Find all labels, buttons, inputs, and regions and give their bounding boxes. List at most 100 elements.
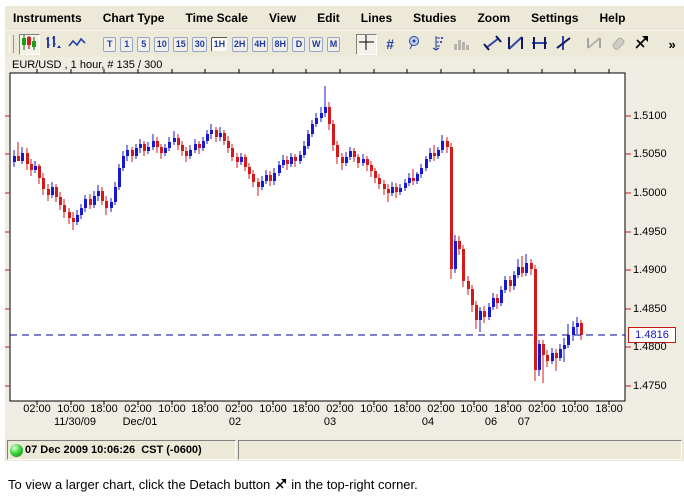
toolbar-overflow-button[interactable]: » xyxy=(661,34,683,55)
y-axis-price-label: 1.5100 xyxy=(633,110,667,122)
status-empty-cell xyxy=(238,440,682,460)
menu-bar: Instruments Chart Type Time Scale View E… xyxy=(5,6,684,30)
interval-tick-button[interactable]: T xyxy=(103,36,117,52)
grid-button[interactable]: # xyxy=(379,34,401,55)
detach-button[interactable] xyxy=(630,34,652,55)
crosshair-icon xyxy=(358,34,375,54)
x-axis-time-label: 10:00 xyxy=(561,403,589,415)
y-axis-price-label: 1.5050 xyxy=(633,148,667,160)
x-axis-date-label: 03 xyxy=(323,416,337,428)
x-axis-time-label: 18:00 xyxy=(292,403,320,415)
interval-day-button[interactable]: D xyxy=(292,36,306,52)
y-axis-price-label: 1.4800 xyxy=(633,341,667,353)
menu-edit[interactable]: Edit xyxy=(317,11,340,25)
x-axis-time-label: 02:00 xyxy=(124,403,152,415)
bar-chart-icon xyxy=(45,35,62,53)
eraser-button[interactable] xyxy=(607,34,629,55)
x-axis-time-label: 10:00 xyxy=(460,403,488,415)
crosshair-button[interactable] xyxy=(355,33,378,55)
price-scale-icon xyxy=(430,35,445,54)
x-axis-time-label: 10:00 xyxy=(259,403,287,415)
x-axis-date-label: 07 xyxy=(517,416,531,428)
x-axis-time-label: 10:00 xyxy=(57,403,85,415)
x-axis-time-label: 02:00 xyxy=(225,403,253,415)
menu-view[interactable]: View xyxy=(268,11,297,25)
vertical-line-icon xyxy=(554,35,573,54)
connection-status-led-icon xyxy=(10,443,23,457)
toolbar-grip[interactable] xyxy=(9,35,14,53)
x-axis-time-label: 18:00 xyxy=(494,403,522,415)
menu-help[interactable]: Help xyxy=(599,11,626,25)
menu-time-scale[interactable]: Time Scale xyxy=(185,11,248,25)
candlestick-chart-icon xyxy=(21,35,38,53)
edit-line-button[interactable] xyxy=(583,34,605,55)
y-axis-price-label: 1.4950 xyxy=(633,226,667,238)
interval-2hour-button[interactable]: 2H xyxy=(231,36,248,52)
edit-line-icon xyxy=(585,35,603,54)
y-axis-price-label: 1.4850 xyxy=(633,303,667,315)
interval-15min-button[interactable]: 15 xyxy=(173,36,189,52)
candlestick-chart[interactable] xyxy=(5,57,684,439)
current-price-value: 1.4816 xyxy=(635,329,669,341)
bar-chart-button[interactable] xyxy=(42,34,64,55)
y-axis-price-label: 1.5000 xyxy=(633,187,667,199)
trendline-button[interactable] xyxy=(481,34,503,55)
line-chart-icon xyxy=(68,36,86,53)
vertical-line-button[interactable] xyxy=(552,34,574,55)
x-axis-time-label: 18:00 xyxy=(393,403,421,415)
x-axis-date-label: 02 xyxy=(228,416,242,428)
volume-histogram-button[interactable] xyxy=(450,34,472,55)
chart-title: EUR/USD , 1 hour, # 135 / 300 xyxy=(12,59,163,71)
x-axis-time-label: 18:00 xyxy=(595,403,623,415)
interval-4hour-button[interactable]: 4H xyxy=(251,36,269,52)
x-axis-date-label: 11/30/09 xyxy=(53,416,97,428)
toolbar: T 1 5 10 15 30 1H 2H 4H 8H D W M # xyxy=(5,30,684,57)
interval-month-button[interactable]: M xyxy=(327,36,341,52)
menu-instruments[interactable]: Instruments xyxy=(13,11,82,25)
horizontal-line-button[interactable] xyxy=(529,34,551,55)
current-price-tag: 1.4816 xyxy=(628,327,676,343)
x-axis-time-label: 18:00 xyxy=(191,403,219,415)
x-axis-time-label: 18:00 xyxy=(90,403,118,415)
menu-zoom[interactable]: Zoom xyxy=(477,11,511,25)
menu-studies[interactable]: Studies xyxy=(413,11,457,25)
x-axis-time-label: 02:00 xyxy=(23,403,51,415)
status-clock-cell: 07 Dec 2009 10:06:26 CST (-0600) xyxy=(7,440,236,460)
x-axis-time-label: 02:00 xyxy=(427,403,455,415)
interval-5min-button[interactable]: 5 xyxy=(137,36,151,52)
y-axis-price-label: 1.4900 xyxy=(633,264,667,276)
eraser-icon xyxy=(609,36,626,53)
chevron-double-right-icon: » xyxy=(668,36,676,52)
ray-line-icon xyxy=(506,35,525,54)
interval-30min-button[interactable]: 30 xyxy=(192,36,208,52)
line-chart-button[interactable] xyxy=(66,34,88,55)
y-axis-price-label: 1.4750 xyxy=(633,380,667,392)
menu-chart-type[interactable]: Chart Type xyxy=(102,11,165,25)
x-axis-time-label: 10:00 xyxy=(360,403,388,415)
ray-line-button[interactable] xyxy=(505,34,527,55)
footer-text-before: To view a larger chart, click the Detach… xyxy=(8,477,271,492)
chart-application-window: Instruments Chart Type Time Scale View E… xyxy=(5,6,684,461)
footer-note: To view a larger chart, click the Detach… xyxy=(0,464,684,494)
grid-icon: # xyxy=(386,36,394,52)
interval-10min-button[interactable]: 10 xyxy=(154,36,170,52)
detach-icon xyxy=(634,35,649,53)
menu-lines[interactable]: Lines xyxy=(360,11,393,25)
horizontal-line-icon xyxy=(530,35,549,54)
menu-settings[interactable]: Settings xyxy=(531,11,579,25)
price-scale-button[interactable] xyxy=(427,34,449,55)
interval-8hour-button[interactable]: 8H xyxy=(272,36,289,52)
interval-1min-button[interactable]: 1 xyxy=(120,36,134,52)
interval-1hour-button[interactable]: 1H xyxy=(211,36,228,52)
status-bar: 07 Dec 2009 10:06:26 CST (-0600) xyxy=(5,439,684,461)
status-timestamp: 07 Dec 2009 10:06:26 CST (-0600) xyxy=(25,444,202,456)
interval-week-button[interactable]: W xyxy=(309,36,324,52)
data-bubble-button[interactable] xyxy=(403,34,425,55)
data-bubble-icon xyxy=(407,35,421,53)
candlestick-chart-button[interactable] xyxy=(18,33,41,55)
x-axis-time-label: 02:00 xyxy=(326,403,354,415)
detach-icon xyxy=(274,479,287,494)
footer-text-after: in the top-right corner. xyxy=(291,477,418,492)
chart-panel: EUR/USD , 1 hour, # 135 / 300 1.4816 02:… xyxy=(5,57,684,439)
x-axis-date-label: 04 xyxy=(421,416,435,428)
